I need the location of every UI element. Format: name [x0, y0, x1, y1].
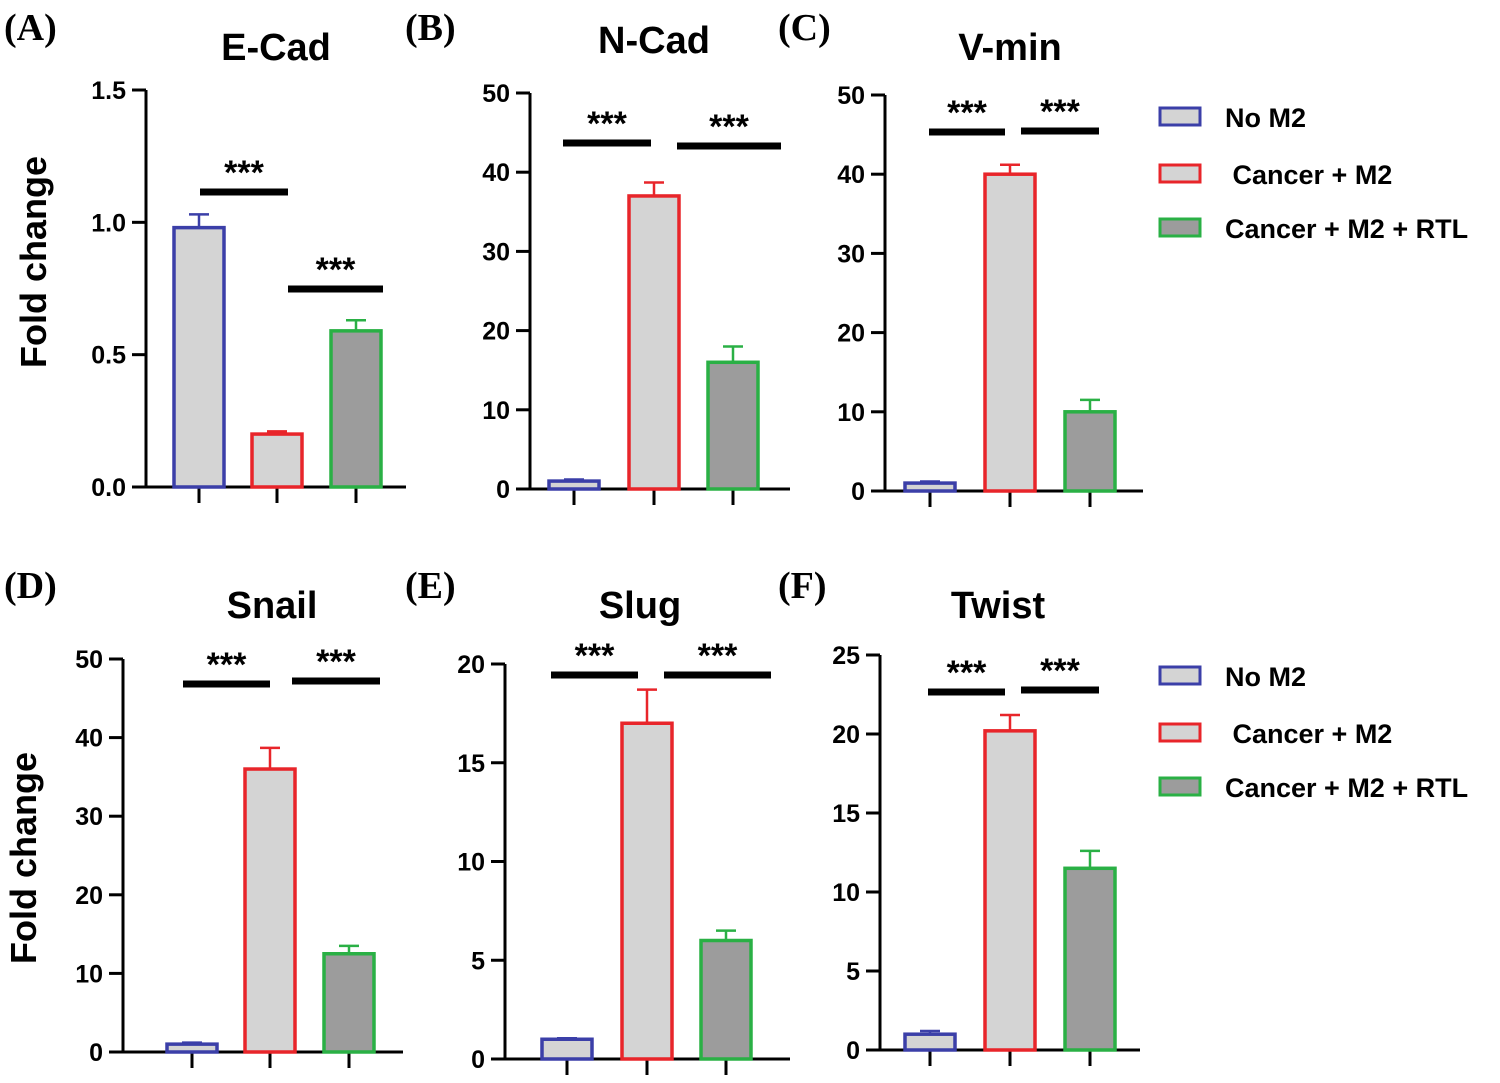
significance-label: *** [1040, 93, 1080, 131]
significance-label: *** [224, 154, 264, 192]
y-tick-label: 0 [846, 1037, 860, 1065]
bar-cancer-m2 [243, 767, 297, 1054]
bar-cancer-m2 [983, 172, 1037, 493]
bar-cancer-m2-rtl [1063, 410, 1117, 493]
bar-no-m2 [165, 1042, 219, 1054]
legend-label-no-m2: No M2 [1225, 103, 1306, 133]
bar-cancer-m2-rtl [322, 952, 376, 1054]
y-tick-label: 0 [471, 1046, 485, 1074]
legend-label-cancer-m2-rtl: Cancer + M2 + RTL [1225, 773, 1468, 803]
chart-title: Snail [227, 585, 318, 627]
significance-label: *** [947, 654, 987, 692]
panel-label: (C) [778, 7, 831, 49]
chart-e-cad: (A) E-Cad 0.0 0.5 1.0 1.5 *** *** [4, 7, 406, 503]
significance-label: *** [316, 643, 356, 681]
y-tick-label: 20 [832, 721, 860, 749]
y-tick-label: 40 [837, 161, 865, 189]
chart-title: Twist [951, 585, 1046, 627]
y-tick-label: 30 [482, 238, 510, 266]
y-tick-label: 5 [471, 947, 485, 975]
y-tick-label: 0.0 [91, 474, 126, 502]
y-tick-label: 10 [457, 849, 485, 877]
bar-cancer-m2 [620, 721, 674, 1061]
chart-snail: (D) Snail 0 10 20 30 40 50 *** *** [4, 565, 403, 1068]
y-tick-label: 25 [832, 642, 860, 670]
y-tick-label: 10 [837, 399, 865, 427]
chart-v-min: (C) V-min 0 10 20 30 40 50 *** *** [778, 7, 1143, 507]
significance-label: *** [1040, 652, 1080, 690]
y-tick-label: 5 [846, 958, 860, 986]
bar-cancer-m2-rtl [699, 938, 753, 1061]
legend-swatch-no-m2 [1158, 106, 1202, 127]
legend-swatch-cancer-m2-rtl [1158, 217, 1202, 238]
chart-panels: (A) E-Cad 0.0 0.5 1.0 1.5 *** *** (B) N-Cad 0 10 20 3… [4, 7, 1143, 1075]
y-tick-label: 20 [482, 318, 510, 346]
bar-no-m2 [540, 1037, 594, 1061]
panel-label: (F) [778, 565, 827, 607]
chart-title: E-Cad [221, 27, 331, 69]
significance-label: *** [587, 105, 627, 143]
y-tick-label: 10 [482, 397, 510, 425]
y-tick-label: 20 [837, 320, 865, 348]
chart-title: V-min [958, 27, 1061, 69]
panel-label: (D) [4, 565, 57, 607]
legend-label-cancer-m2: Cancer + M2 [1225, 160, 1392, 190]
y-tick-label: 0 [851, 478, 865, 506]
ylabel-bottom-row: Fold change [3, 752, 44, 964]
legend-label-no-m2: No M2 [1225, 662, 1306, 692]
bar-no-m2 [172, 225, 226, 489]
y-tick-label: 10 [832, 879, 860, 907]
y-tick-label: 1.5 [91, 77, 126, 105]
bar-no-m2 [547, 479, 601, 491]
significance-label: *** [207, 646, 247, 684]
bar-cancer-m2 [983, 729, 1037, 1052]
significance-label: *** [709, 108, 749, 146]
y-tick-label: 15 [457, 750, 485, 778]
y-tick-label: 50 [482, 80, 510, 108]
y-tick-label: 0.5 [91, 342, 126, 370]
bar-cancer-m2 [627, 194, 681, 491]
y-tick-label: 0 [496, 476, 510, 504]
bar-no-m2 [903, 481, 957, 493]
y-tick-label: 30 [837, 240, 865, 268]
y-tick-label: 30 [75, 803, 103, 831]
y-tick-label: 10 [75, 960, 103, 988]
y-tick-label: 40 [75, 725, 103, 753]
chart-n-cad: (B) N-Cad 0 10 20 30 40 50 *** *** [405, 7, 790, 505]
legend-swatch-no-m2 [1158, 665, 1202, 686]
legend-swatch-cancer-m2 [1158, 163, 1202, 184]
panel-label: (A) [4, 7, 57, 49]
y-tick-label: 15 [832, 800, 860, 828]
significance-label: *** [698, 637, 738, 675]
bar-no-m2 [903, 1032, 957, 1052]
y-tick-label: 40 [482, 159, 510, 187]
y-tick-label: 20 [457, 651, 485, 679]
legend-top: No M2 Cancer + M2 Cancer + M2 + RTL [1158, 103, 1468, 244]
significance-label: *** [575, 637, 615, 675]
panel-label: (B) [405, 7, 456, 49]
legend-swatch-cancer-m2 [1158, 722, 1202, 743]
y-tick-label: 50 [75, 646, 103, 674]
chart-title: Slug [599, 585, 681, 627]
bar-cancer-m2-rtl [329, 329, 383, 489]
significance-label: *** [947, 94, 987, 132]
chart-twist: (F) Twist 0 5 10 15 20 25 *** *** [778, 565, 1140, 1066]
legend-label-cancer-m2: Cancer + M2 [1225, 719, 1392, 749]
significance-label: *** [316, 251, 356, 289]
y-tick-label: 1.0 [91, 209, 126, 237]
legend-swatch-cancer-m2-rtl [1158, 776, 1202, 797]
chart-slug: (E) Slug 0 5 10 15 20 *** *** [405, 565, 790, 1075]
bar-cancer-m2-rtl [1063, 866, 1117, 1052]
y-tick-label: 50 [837, 82, 865, 110]
legend-label-cancer-m2-rtl: Cancer + M2 + RTL [1225, 214, 1468, 244]
chart-title: N-Cad [598, 20, 710, 62]
bar-cancer-m2 [250, 432, 304, 489]
bar-cancer-m2-rtl [706, 360, 760, 491]
y-tick-label: 0 [89, 1039, 103, 1067]
panel-label: (E) [405, 565, 456, 607]
legend-bottom: No M2 Cancer + M2 Cancer + M2 + RTL [1158, 662, 1468, 803]
y-tick-label: 20 [75, 882, 103, 910]
ylabel-top-row: Fold change [13, 156, 54, 368]
